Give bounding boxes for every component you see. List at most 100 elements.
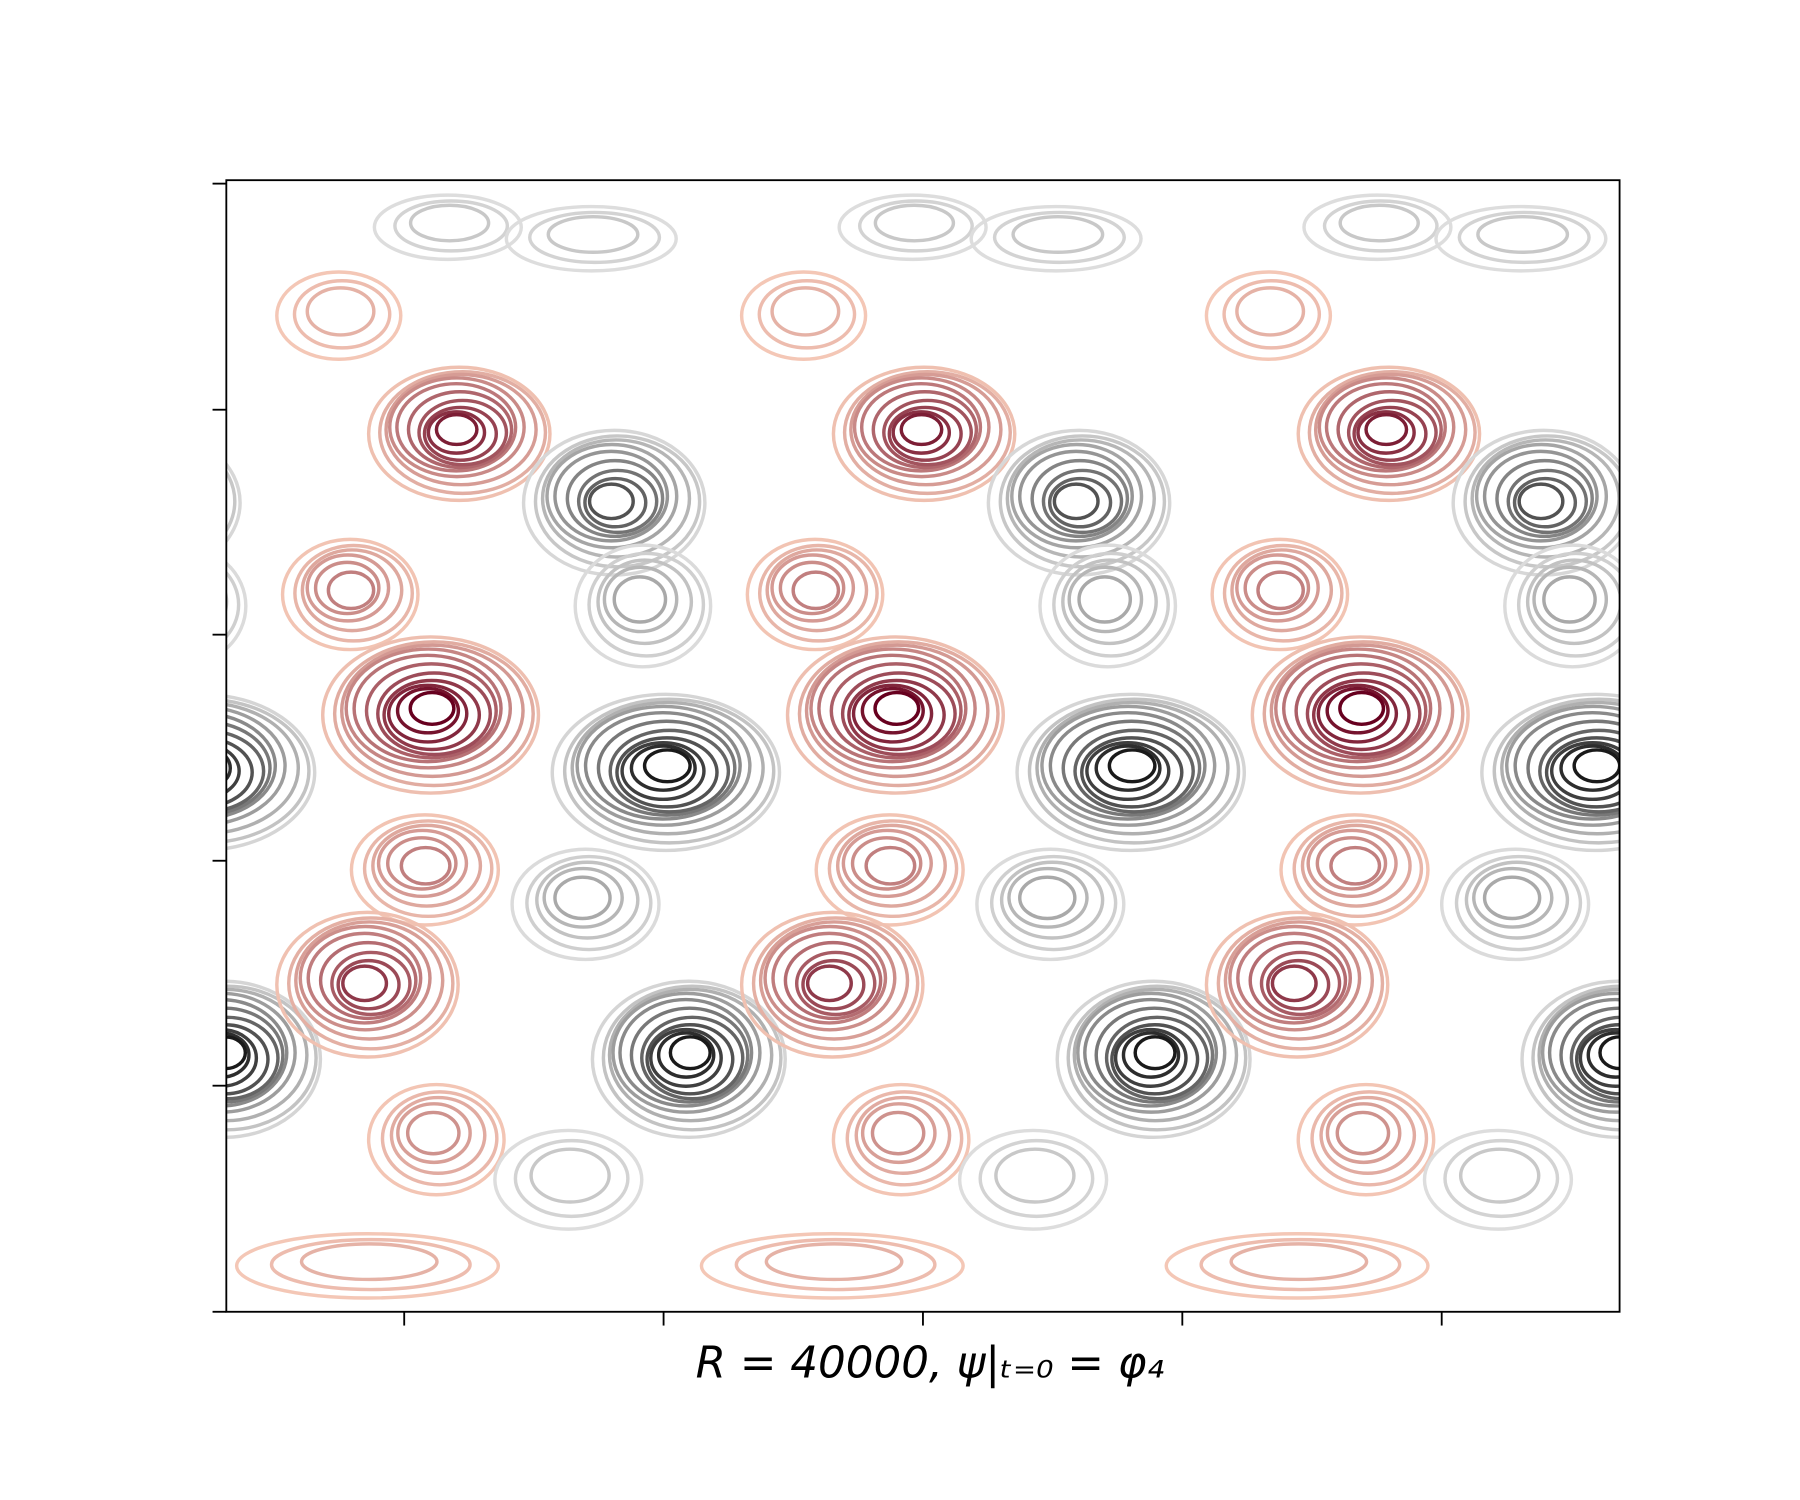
- contour-line: [426, 410, 487, 455]
- contour-line: [305, 553, 391, 623]
- contour-line: [326, 570, 376, 611]
- contour-line: [1296, 1082, 1436, 1197]
- contour-line: [873, 690, 921, 727]
- contour-line: [408, 203, 491, 243]
- contour-line: [608, 728, 731, 814]
- contour-line: [1505, 704, 1620, 827]
- contour-line: [757, 543, 879, 643]
- contour-line: [797, 640, 1000, 788]
- contour-line: [299, 1242, 439, 1282]
- contour-line: [553, 875, 612, 921]
- contour-line: [642, 748, 692, 784]
- contour-line: [1243, 560, 1311, 616]
- contour-line: [1279, 813, 1430, 927]
- contour-line: [1011, 214, 1105, 254]
- contour-line: [1121, 1031, 1181, 1079]
- contour-line: [513, 1138, 630, 1219]
- contour-line: [835, 823, 947, 908]
- contour-line: [321, 635, 541, 795]
- contour-line: [739, 270, 868, 361]
- contour-line: [294, 920, 445, 1041]
- contour-line: [1055, 979, 1252, 1140]
- contour-line: [545, 442, 679, 550]
- contour-line: [1516, 551, 1620, 658]
- contour-line: [1015, 692, 1247, 853]
- contour-line: [734, 1237, 937, 1292]
- contour-line: [778, 560, 846, 616]
- contour-line: [1236, 931, 1353, 1025]
- contour-line: [521, 428, 707, 577]
- contour-line: [1586, 1031, 1620, 1079]
- contour-line: [849, 372, 1003, 487]
- contour-line: [1235, 286, 1306, 337]
- contour-line: [758, 920, 910, 1041]
- contour-line: [1041, 468, 1124, 535]
- contour-line: [275, 910, 460, 1059]
- contour-line: [1492, 697, 1620, 845]
- contour-line: [1324, 381, 1447, 473]
- contour-line: [1223, 920, 1375, 1041]
- contour-line: [1235, 553, 1320, 623]
- contour-line: [986, 428, 1172, 577]
- contour-line: [1506, 468, 1589, 535]
- contour-line: [1500, 700, 1620, 836]
- contour-line: [596, 719, 737, 817]
- contour-line: [1038, 543, 1178, 669]
- contour-line: [831, 365, 1017, 503]
- contour-line: [629, 744, 697, 792]
- contour-line: [1010, 442, 1144, 550]
- contour-line: [1300, 823, 1412, 908]
- contour-line: [1302, 193, 1453, 262]
- contour-line: [805, 964, 853, 1003]
- contour-line: [1313, 372, 1468, 487]
- contour-line: [1457, 210, 1591, 265]
- contour-line: [845, 1090, 964, 1187]
- y-ticks: [212, 182, 227, 1313]
- contour-line: [873, 203, 956, 243]
- contour-line: [1005, 438, 1156, 559]
- contour-line: [1310, 1090, 1429, 1187]
- contour-line: [1542, 575, 1597, 624]
- contour-line: [380, 1090, 499, 1187]
- contour-line: [1352, 405, 1428, 462]
- contour-line: [850, 836, 923, 891]
- contour-line: [366, 365, 552, 503]
- contour-line: [771, 931, 888, 1025]
- contour-line: [1210, 537, 1350, 652]
- contour-line: [602, 565, 679, 634]
- contour-line: [1472, 866, 1554, 929]
- contour-line: [1077, 575, 1133, 624]
- contour-line: [352, 653, 503, 764]
- contour-line: [1338, 690, 1386, 727]
- contour-line: [629, 1006, 750, 1104]
- contour-line: [1526, 719, 1620, 817]
- contour-line: [330, 950, 412, 1017]
- contour-line: [829, 662, 963, 760]
- contour-line: [899, 412, 944, 447]
- contour-line: [1110, 1023, 1200, 1096]
- contour-line: [1259, 950, 1342, 1017]
- contour-line: [546, 214, 640, 254]
- contour-line: [1270, 964, 1318, 1003]
- contour-line: [305, 286, 376, 337]
- contour-line: [607, 987, 774, 1123]
- contour-line: [827, 819, 959, 919]
- contour-line: [344, 647, 513, 770]
- contour-line: [640, 1015, 745, 1101]
- contour-line: [1133, 1035, 1177, 1071]
- contour-line: [620, 741, 706, 802]
- contour-line: [562, 697, 776, 845]
- contour-line: [1547, 997, 1620, 1108]
- contour-line: [378, 369, 548, 496]
- contour-line: [590, 979, 787, 1140]
- contour-line: [1503, 543, 1620, 669]
- contour-line: [292, 279, 392, 350]
- contour-line: [745, 537, 885, 652]
- contour-line: [298, 924, 432, 1032]
- contour-line: [1030, 458, 1130, 539]
- contour-line: [422, 405, 499, 462]
- contour-line: [852, 376, 991, 479]
- contour-line: [817, 653, 968, 764]
- contour-line: [1222, 279, 1322, 350]
- contour-line: [1047, 476, 1113, 529]
